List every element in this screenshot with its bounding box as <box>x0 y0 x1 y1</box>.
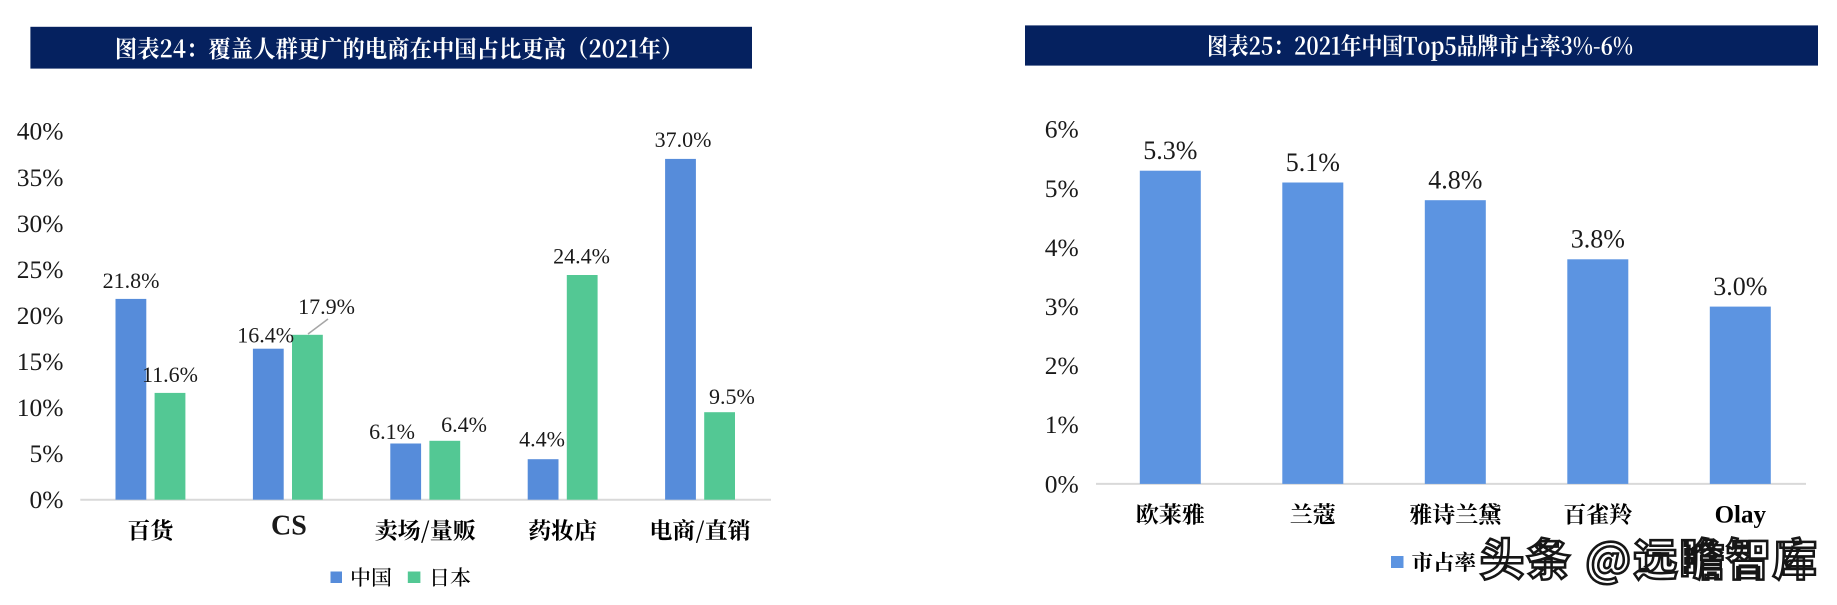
svg-text:16.4%: 16.4% <box>237 322 294 347</box>
svg-text:6%: 6% <box>1045 115 1079 144</box>
svg-text:10%: 10% <box>17 393 64 422</box>
svg-text:5.3%: 5.3% <box>1143 136 1197 165</box>
svg-text:CS: CS <box>271 511 307 542</box>
svg-text:6.1%: 6.1% <box>369 419 415 444</box>
svg-text:0%: 0% <box>30 485 64 514</box>
svg-text:4.8%: 4.8% <box>1428 166 1482 195</box>
svg-text:15%: 15% <box>17 347 64 376</box>
svg-text:3%: 3% <box>1045 292 1079 321</box>
svg-text:11.6%: 11.6% <box>142 362 198 387</box>
svg-text:25%: 25% <box>17 255 64 284</box>
svg-text:Olay: Olay <box>1715 502 1767 529</box>
svg-text:6.4%: 6.4% <box>441 412 487 437</box>
svg-text:5.1%: 5.1% <box>1286 148 1340 177</box>
svg-text:1%: 1% <box>1045 410 1079 439</box>
svg-text:3.0%: 3.0% <box>1713 272 1767 301</box>
svg-text:37.0%: 37.0% <box>655 127 712 152</box>
svg-text:21.8%: 21.8% <box>103 268 160 293</box>
svg-text:2%: 2% <box>1045 351 1079 380</box>
svg-text:17.9%: 17.9% <box>298 294 355 319</box>
svg-text:40%: 40% <box>17 117 64 146</box>
svg-text:30%: 30% <box>17 209 64 238</box>
svg-text:4.4%: 4.4% <box>519 426 565 451</box>
svg-text:4%: 4% <box>1045 233 1079 262</box>
svg-text:35%: 35% <box>17 163 64 192</box>
svg-text:5%: 5% <box>30 439 64 468</box>
svg-text:9.5%: 9.5% <box>709 384 755 409</box>
svg-text:24.4%: 24.4% <box>553 243 610 268</box>
svg-text:5%: 5% <box>1045 174 1079 203</box>
svg-text:20%: 20% <box>17 301 64 330</box>
svg-text:0%: 0% <box>1045 469 1079 498</box>
svg-text:3.8%: 3.8% <box>1571 225 1625 254</box>
